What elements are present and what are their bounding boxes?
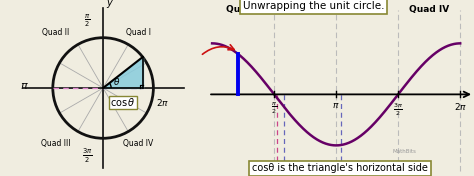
- Polygon shape: [103, 57, 143, 88]
- Text: cosθ is the triangle's horizontal side: cosθ is the triangle's horizontal side: [252, 164, 428, 174]
- Text: Quad I: Quad I: [126, 28, 151, 37]
- Text: Quad III: Quad III: [41, 139, 70, 148]
- FancyBboxPatch shape: [109, 96, 137, 109]
- Text: $\pi$: $\pi$: [332, 101, 340, 110]
- Text: Unwrapping the unit circle.: Unwrapping the unit circle.: [243, 1, 384, 11]
- Text: $\frac{\pi}{2}$: $\frac{\pi}{2}$: [271, 101, 277, 116]
- Text: $\frac{\pi}{2}$: $\frac{\pi}{2}$: [84, 12, 90, 29]
- Text: $\frac{3\pi}{2}$: $\frac{3\pi}{2}$: [82, 147, 92, 165]
- Text: $y$: $y$: [106, 0, 114, 10]
- Text: $\frac{3\pi}{2}$: $\frac{3\pi}{2}$: [393, 101, 403, 118]
- Text: MathBits: MathBits: [392, 149, 416, 154]
- Text: $\cos\theta$: $\cos\theta$: [110, 96, 136, 108]
- Text: $2\pi$: $2\pi$: [454, 101, 467, 112]
- Text: $\theta$: $\theta$: [113, 76, 120, 87]
- Text: Quad IV: Quad IV: [123, 139, 154, 148]
- Text: $2\pi$: $2\pi$: [156, 97, 169, 108]
- Text: Quad I: Quad I: [227, 5, 260, 14]
- Text: Quad II: Quad II: [42, 28, 69, 37]
- Text: $\pi$: $\pi$: [20, 81, 29, 91]
- Text: Quad II: Quad II: [287, 5, 323, 14]
- Text: Quad III: Quad III: [347, 5, 387, 14]
- Text: Quad IV: Quad IV: [409, 5, 449, 14]
